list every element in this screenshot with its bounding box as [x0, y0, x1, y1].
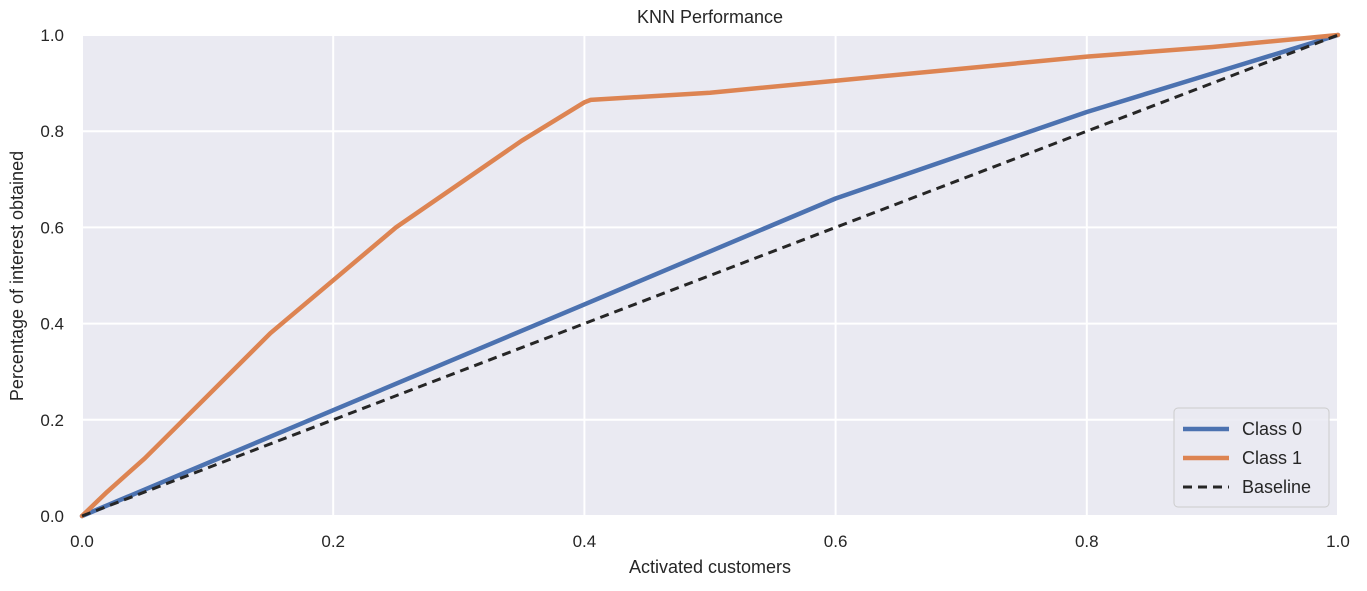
series-line-class-0	[79, 32, 1341, 519]
y-tick-label: 1.0	[40, 26, 64, 45]
x-axis-label: Activated customers	[629, 557, 791, 577]
legend-label: Class 1	[1242, 448, 1302, 468]
chart-title: KNN Performance	[637, 7, 783, 27]
plot-area	[82, 35, 1338, 516]
legend	[1173, 407, 1330, 508]
x-tick-label: 1.0	[1326, 532, 1350, 551]
y-tick-label: 0.4	[40, 315, 64, 334]
x-tick-label: 0.2	[321, 532, 345, 551]
y-tick-label: 0.6	[40, 218, 64, 237]
y-tick-label: 0.8	[40, 122, 64, 141]
x-tick-label: 0.6	[824, 532, 848, 551]
legend-label: Baseline	[1242, 477, 1311, 497]
y-tick-label: 0.0	[40, 507, 64, 526]
series-line-class-1	[79, 32, 1341, 519]
y-tick-label: 0.2	[40, 411, 64, 430]
legend-label: Class 0	[1242, 419, 1302, 439]
x-tick-label: 0.4	[573, 532, 597, 551]
x-tick-label: 0.0	[70, 532, 94, 551]
x-tick-label: 0.8	[1075, 532, 1099, 551]
y-axis-label: Percentage of interest obtained	[7, 151, 27, 401]
